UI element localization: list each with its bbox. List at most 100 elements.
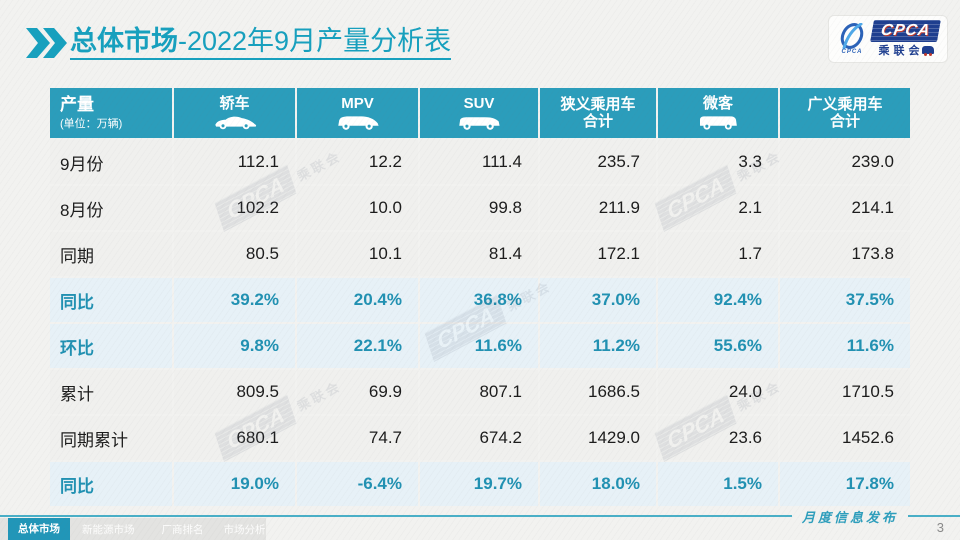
cell: 112.1 [174, 140, 295, 184]
cell: 55.6% [658, 324, 778, 368]
row-label: 8月份 [50, 186, 172, 230]
cell: 809.5 [174, 370, 295, 414]
cell: 10.0 [297, 186, 418, 230]
cell: 39.2% [174, 278, 295, 322]
chevron-right-icon [26, 28, 50, 59]
production-table: 产量 (单位：万辆) 轿车 MPV SUV [48, 86, 912, 508]
cell: 1.5% [658, 462, 778, 506]
cell: 18.0% [540, 462, 656, 506]
logo-org-name: 乘联会 [879, 42, 934, 58]
header-broad-pv-total: 广义乘用车 合计 [780, 88, 910, 138]
sedan-icon [214, 116, 256, 129]
page-title-bold: 总体市场 [70, 26, 178, 56]
table-row: 累计 809.5 69.9 807.1 1686.5 24.0 1710.5 [50, 370, 910, 414]
cell: 24.0 [658, 370, 778, 414]
header-broad-line2: 合计 [829, 113, 860, 130]
row-label: 同比 [50, 278, 172, 322]
page-title: 总体市场-2022年9月产量分析表 [70, 26, 452, 61]
swoosh-icon [840, 23, 864, 50]
cell: 36.8% [420, 278, 538, 322]
table-row-mom: 环比 9.8% 22.1% 11.6% 11.2% 55.6% 11.6% [50, 324, 910, 368]
cell: 17.8% [780, 462, 910, 506]
cell: 2.1 [658, 186, 778, 230]
publish-label: 月度信息发布 [791, 507, 908, 526]
cell: 111.4 [420, 140, 538, 184]
tab-oem-ranking[interactable]: 厂商排名 [161, 523, 204, 536]
header-narrow-line1: 狭义乘用车 [560, 95, 636, 113]
cell: 19.7% [420, 462, 538, 506]
microvan-icon [700, 115, 737, 130]
cell: 1452.6 [780, 416, 910, 460]
cell: 11.6% [420, 324, 538, 368]
cell: 1686.5 [540, 370, 656, 414]
emblem-text: CPCA [841, 49, 863, 55]
header-sedan: 轿车 [174, 88, 295, 138]
row-label: 同期 [50, 232, 172, 276]
table-row-yoy-cumulative: 同比 19.0% -6.4% 19.7% 18.0% 1.5% 17.8% [50, 462, 910, 506]
row-label: 环比 [50, 324, 172, 368]
cell: 674.2 [420, 416, 538, 460]
footer-divider [0, 515, 960, 517]
cell: 81.4 [420, 232, 538, 276]
header-sedan-label: 轿车 [219, 95, 250, 113]
cell: 99.8 [420, 186, 538, 230]
double-chevron-icon [26, 28, 67, 59]
header-narrow-line2: 合计 [582, 113, 613, 130]
cell: 12.2 [297, 140, 418, 184]
cell: 11.6% [780, 324, 910, 368]
header-mpv-label: MPV [341, 95, 374, 113]
cpca-emblem-icon: CPCA [834, 23, 870, 55]
header-microvan-label: 微客 [702, 95, 733, 113]
header-suv-label: SUV [463, 95, 495, 113]
cell: 1429.0 [540, 416, 656, 460]
cell: 3.3 [658, 140, 778, 184]
cell: 20.4% [297, 278, 418, 322]
table-header-row: 产量 (单位：万辆) 轿车 MPV SUV [50, 88, 910, 138]
mpv-icon [337, 115, 379, 130]
table-row: 9月份 112.1 12.2 111.4 235.7 3.3 239.0 [50, 140, 910, 184]
cell: 172.1 [540, 232, 656, 276]
table-row-yoy: 同比 39.2% 20.4% 36.8% 37.0% 92.4% 37.5% [50, 278, 910, 322]
row-label: 同比 [50, 462, 172, 506]
cell: 22.1% [297, 324, 418, 368]
cell: 74.7 [297, 416, 418, 460]
row-label: 9月份 [50, 140, 172, 184]
logo-org-text: 乘联会 [878, 45, 924, 58]
table-row: 同期累计 680.1 74.7 674.2 1429.0 23.6 1452.6 [50, 416, 910, 460]
cell: 37.5% [780, 278, 910, 322]
page-title-rest: -2022年9月产量分析表 [178, 26, 452, 56]
header-narrow-pv-total: 狭义乘用车 合计 [540, 88, 656, 138]
tab-market-analysis[interactable]: 市场分析 [223, 523, 266, 536]
small-car-icon [921, 46, 934, 57]
header-production: 产量 (单位：万辆) [50, 88, 172, 138]
cell: 235.7 [540, 140, 656, 184]
cell: 680.1 [174, 416, 295, 460]
table-row: 8月份 102.2 10.0 99.8 211.9 2.1 214.1 [50, 186, 910, 230]
title-block: 总体市场-2022年9月产量分析表 [26, 26, 452, 61]
tab-nev-market[interactable]: 新能源市场 [82, 523, 135, 536]
page-number: 3 [936, 520, 944, 535]
cell: 1710.5 [780, 370, 910, 414]
cell: 211.9 [540, 186, 656, 230]
cell: 37.0% [540, 278, 656, 322]
cell: 9.8% [174, 324, 295, 368]
cell: 807.1 [420, 370, 538, 414]
header-microvan: 微客 [658, 88, 778, 138]
cell: 69.9 [297, 370, 418, 414]
table-row: 同期 80.5 10.1 81.4 172.1 1.7 173.8 [50, 232, 910, 276]
header-mpv: MPV [297, 88, 418, 138]
row-label: 累计 [50, 370, 172, 414]
suv-icon [459, 116, 500, 130]
cell: 10.1 [297, 232, 418, 276]
cell: 11.2% [540, 324, 656, 368]
header-production-title: 产量 [60, 94, 94, 114]
cell: 214.1 [780, 186, 910, 230]
header-suv: SUV [420, 88, 538, 138]
cell: 102.2 [174, 186, 295, 230]
tab-overall-market[interactable]: 总体市场 [8, 518, 70, 540]
cell: 80.5 [174, 232, 295, 276]
cpca-box-label: CPCA [870, 19, 942, 42]
cell: 173.8 [780, 232, 910, 276]
cell: 23.6 [658, 416, 778, 460]
